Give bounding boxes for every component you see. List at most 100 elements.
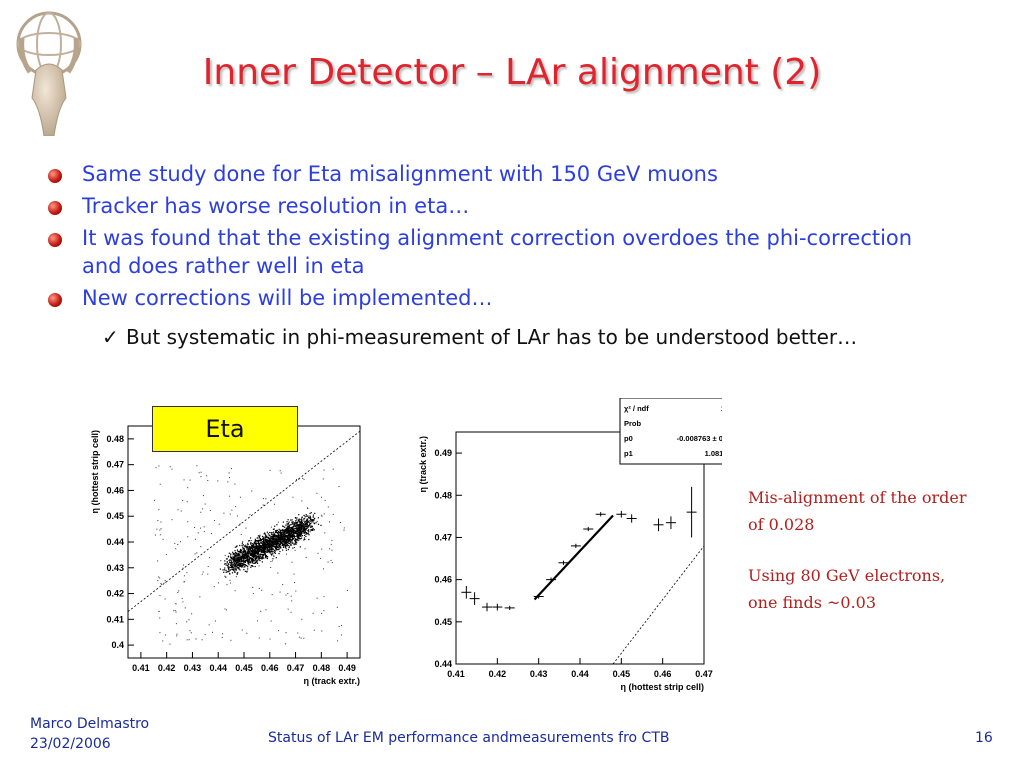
scatter-point — [304, 548, 306, 550]
scatter-point — [251, 553, 253, 555]
scatter-point — [266, 547, 269, 550]
scatter-point — [285, 632, 287, 634]
scatter-point — [227, 565, 229, 567]
scatter-point — [232, 564, 234, 566]
scatter-point — [255, 544, 257, 546]
scatter-point — [303, 528, 305, 530]
scatter-point — [293, 531, 295, 533]
scatter-point — [246, 556, 248, 558]
scatter-point — [278, 548, 280, 550]
scatter-point — [247, 547, 249, 549]
scatter-point — [298, 520, 300, 523]
scatter-point — [292, 531, 294, 533]
scatter-point — [270, 535, 272, 537]
scatter-point — [164, 598, 166, 600]
scatter-point — [285, 538, 287, 540]
scatter-point — [305, 556, 307, 558]
scatter-point — [311, 529, 313, 531]
scatter-point — [296, 534, 298, 536]
scatter-point — [312, 514, 315, 516]
scatter-point — [279, 545, 281, 547]
scatter-point — [277, 537, 279, 539]
scatter-point — [165, 554, 167, 556]
scatter-point — [254, 558, 256, 560]
scatter-point — [270, 538, 272, 540]
scatter-point — [189, 630, 191, 632]
scatter-point — [275, 549, 278, 551]
scatter-point — [251, 554, 254, 556]
scatter-point — [291, 561, 293, 563]
scatter-point — [269, 547, 271, 549]
scatter-point — [307, 515, 309, 517]
scatter-point — [242, 546, 244, 548]
scatter-point — [248, 548, 250, 550]
scatter-point — [276, 532, 278, 534]
scatter-point — [280, 534, 282, 536]
plot1-x-tick-label: 0.45 — [235, 663, 253, 673]
scatter-point — [252, 553, 254, 556]
scatter-point — [265, 541, 267, 543]
scatter-point — [249, 552, 251, 554]
scatter-point — [280, 542, 282, 544]
scatter-point — [260, 610, 262, 612]
scatter-point — [255, 555, 257, 557]
scatter-point — [321, 515, 323, 517]
scatter-point — [300, 533, 302, 535]
scatter-point — [253, 544, 255, 547]
scatter-point — [269, 552, 271, 554]
scatter-point — [304, 534, 306, 537]
scatter-point — [286, 530, 288, 532]
scatter-point — [165, 634, 167, 636]
scatter-point — [171, 519, 173, 521]
fit-stats-frame — [619, 398, 722, 465]
scatter-point — [238, 564, 240, 566]
scatter-point — [331, 539, 333, 541]
plot2-x-tick-label: 0.42 — [489, 669, 507, 679]
scatter-point — [256, 542, 258, 544]
red-sphere-bullet-icon — [48, 169, 62, 183]
scatter-point — [259, 555, 261, 557]
scatter-point — [245, 555, 248, 557]
scatter-point — [274, 546, 276, 548]
scatter-point — [291, 539, 293, 542]
scatter-point — [272, 531, 275, 533]
scatter-point — [288, 531, 290, 533]
scatter-point — [285, 549, 288, 551]
scatter-point — [295, 532, 297, 535]
scatter-point — [287, 519, 289, 521]
scatter-point — [279, 529, 282, 532]
scatter-point — [241, 566, 243, 568]
scatter-point — [310, 522, 312, 525]
scatter-point — [243, 550, 245, 553]
scatter-point — [289, 529, 291, 532]
scatter-point — [224, 575, 226, 577]
plot1-y-tick-label: 0.4 — [111, 640, 124, 650]
scatter-point — [231, 566, 233, 568]
scatter-point — [305, 527, 307, 529]
scatter-point — [227, 563, 229, 565]
scatter-point — [264, 536, 267, 539]
scatter-point — [290, 519, 292, 521]
scatter-point — [259, 547, 261, 549]
scatter-point — [257, 546, 259, 548]
scatter-point — [225, 564, 227, 566]
scatter-point — [271, 560, 273, 562]
scatter-point — [294, 539, 296, 542]
scatter-point — [243, 563, 246, 565]
scatter-point — [271, 537, 274, 540]
sub-bullet: ✓ But systematic in phi-measurement of L… — [102, 324, 946, 350]
scatter-point — [299, 538, 302, 540]
scatter-point — [271, 549, 273, 551]
scatter-point — [249, 558, 251, 560]
scatter-point — [257, 559, 259, 561]
scatter-point — [285, 535, 288, 537]
scatter-point — [300, 527, 303, 529]
scatter-point — [256, 551, 258, 553]
scatter-point — [245, 553, 248, 555]
scatter-point — [273, 555, 275, 557]
scatter-point — [275, 530, 277, 532]
scatter-point — [284, 533, 286, 535]
scatter-point — [228, 570, 230, 572]
scatter-point — [265, 544, 268, 546]
bullet-item: New corrections will be implemented… — [48, 284, 948, 312]
